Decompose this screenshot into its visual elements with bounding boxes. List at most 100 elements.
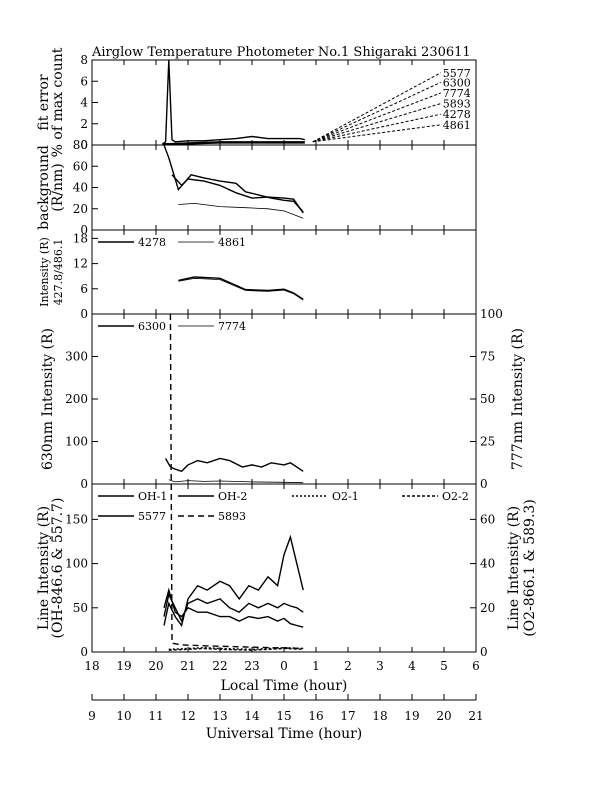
y-tick-label: 8 <box>80 53 88 67</box>
y-tick-label: 4 <box>80 96 88 110</box>
y-axis-title: 630nm Intensity (R) <box>40 328 56 470</box>
x-tick-label-ut: 11 <box>148 709 163 723</box>
series-line-5893 <box>169 313 304 650</box>
y-tick-label: 0 <box>80 307 88 321</box>
y-right-tick-label: 20 <box>480 601 495 615</box>
legend-label-6300: 6300 <box>138 320 166 333</box>
y-tick-label: 200 <box>65 392 88 406</box>
y-tick-label: 12 <box>73 257 88 271</box>
fit-error-line-6300 <box>312 81 442 143</box>
series-line-background-1 <box>171 174 304 214</box>
y-axis-title: fit error <box>36 74 52 131</box>
x-tick-label-local: 2 <box>344 659 352 673</box>
y-tick-label: 50 <box>73 601 88 615</box>
series-line-fit-error-1 <box>162 141 305 145</box>
x-tick-label-local: 22 <box>212 659 227 673</box>
x-tick-label-local: 4 <box>408 659 416 673</box>
x-tick-label-local: 0 <box>280 659 288 673</box>
series-line-OH-1 <box>163 534 304 628</box>
y-tick-label: 80 <box>73 138 88 152</box>
fit-error-label-5577: 5577 <box>443 67 471 80</box>
legend-label-OH-1: OH-1 <box>138 490 167 503</box>
x-tick-label-local: 3 <box>376 659 384 673</box>
x-tick-label-ut: 20 <box>436 709 451 723</box>
chart-title: Airglow Temperature Photometer No.1 Shig… <box>91 45 471 60</box>
y-tick-label: 0 <box>80 138 88 152</box>
series-line-fit-error-0 <box>162 59 305 145</box>
x-tick-label-local: 1 <box>312 659 320 673</box>
fit-error-line-7774 <box>312 92 441 143</box>
legend-label-OH-2: OH-2 <box>218 490 247 503</box>
series-line-4278 <box>178 276 304 300</box>
x-tick-label-ut: 21 <box>468 709 483 723</box>
x-tick-label-local: 23 <box>244 659 259 673</box>
series-line-6300 <box>164 457 304 473</box>
x-tick-label-ut: 18 <box>372 709 387 723</box>
y-tick-label: 60 <box>73 159 88 173</box>
series-line-O2-2 <box>168 647 304 651</box>
series-line-7774 <box>168 479 304 484</box>
y-axis-title: (OH-846.6 & 557.7) <box>50 498 66 639</box>
y-tick-label: 6 <box>80 282 88 296</box>
x-tick-label-local: 18 <box>84 659 99 673</box>
x-tick-label-ut: 17 <box>340 709 355 723</box>
x-axis-title-local: Local Time (hour) <box>221 678 348 694</box>
y-axis-title: background <box>36 145 52 230</box>
legend-label-4861: 4861 <box>218 236 246 249</box>
legend-label-O2-2: O2-2 <box>442 490 469 503</box>
y-tick-label: 150 <box>65 512 88 526</box>
x-tick-label-local: 21 <box>180 659 195 673</box>
y-tick-label: 300 <box>65 350 88 364</box>
x-axis-title-ut: Universal Time (hour) <box>206 726 363 742</box>
y-tick-label: 100 <box>65 435 88 449</box>
y-right-tick-label: 75 <box>480 350 495 364</box>
y-tick-label: 18 <box>73 231 88 245</box>
y-tick-label: 0 <box>80 477 88 491</box>
y-right-tick-label: 60 <box>480 512 495 526</box>
y-right-axis-title: Line Intensity (R) <box>506 506 522 630</box>
y-right-tick-label: 0 <box>480 477 488 491</box>
y-tick-label: 40 <box>73 181 88 195</box>
fit-error-label-4861: 4861 <box>443 119 471 132</box>
legend-label-O2-1: O2-1 <box>332 490 359 503</box>
x-tick-label-ut: 15 <box>276 709 291 723</box>
fit-error-label-6300: 6300 <box>443 76 471 89</box>
fit-error-label-4278: 4278 <box>443 108 471 121</box>
fit-error-label-5893: 5893 <box>443 98 471 111</box>
y-right-tick-label: 100 <box>480 307 503 321</box>
x-tick-label-local: 6 <box>472 659 480 673</box>
legend-label-5893: 5893 <box>218 510 246 523</box>
x-tick-label-local: 19 <box>116 659 131 673</box>
y-right-tick-label: 40 <box>480 557 495 571</box>
fit-error-line-5577 <box>312 72 442 143</box>
fit-error-line-4861 <box>312 124 441 143</box>
y-tick-label: 0 <box>80 223 88 237</box>
series-line-fit-error-2 <box>162 142 305 145</box>
fit-error-line-4278 <box>312 113 441 143</box>
y-axis-title: (R/nm) <box>50 163 66 211</box>
legend-label-5577: 5577 <box>138 510 166 523</box>
y-axis-title: % of max count <box>50 47 66 157</box>
x-tick-label-ut: 9 <box>88 709 96 723</box>
y-right-axis-title: 777nm Intensity (R) <box>510 328 526 470</box>
series-line-background-2 <box>178 202 304 219</box>
y-axis-title: Line Intensity (R) <box>36 506 52 630</box>
legend-label-7774: 7774 <box>218 320 246 333</box>
y-right-tick-label: 25 <box>480 435 495 449</box>
fit-error-label-7774: 7774 <box>443 87 471 100</box>
y-tick-label: 100 <box>65 557 88 571</box>
panel-frame-background <box>91 144 477 231</box>
x-tick-label-ut: 16 <box>308 709 323 723</box>
series-line-background-0 <box>163 144 304 213</box>
x-tick-label-local: 5 <box>440 659 448 673</box>
y-axis-title: Intensity (R) <box>38 237 51 307</box>
legend-label-4278: 4278 <box>138 236 166 249</box>
x-tick-label-ut: 14 <box>244 709 260 723</box>
panel-frame-intensity-630 <box>91 313 477 485</box>
series-line-OH-2 <box>163 592 304 623</box>
series-line-5577 <box>163 587 304 628</box>
y-axis-title: 427.8/486.1 <box>52 239 65 306</box>
x-tick-label-ut: 19 <box>404 709 419 723</box>
y-right-tick-label: 0 <box>480 645 488 659</box>
